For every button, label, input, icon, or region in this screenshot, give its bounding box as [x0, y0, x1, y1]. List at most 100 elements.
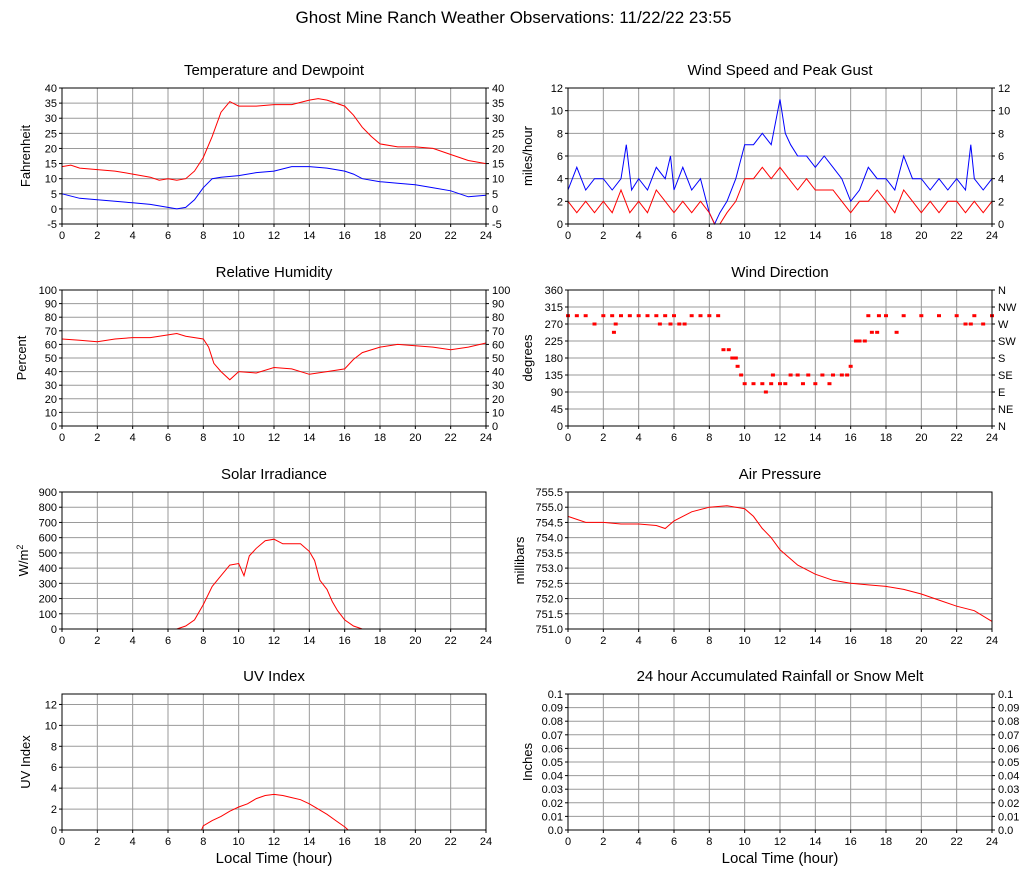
data-point: [726, 348, 731, 352]
y-tick-label: 0.04: [542, 771, 563, 783]
data-point: [739, 373, 744, 377]
data-point: [735, 364, 740, 368]
y-tick-label: 0: [51, 421, 57, 433]
x-tick-label: 18: [880, 836, 892, 848]
data-point: [876, 314, 881, 318]
y-tick-label-right: 0.0: [998, 825, 1013, 837]
y-tick-label: 10: [551, 106, 563, 118]
y-axis-label: millibars: [512, 536, 527, 584]
x-tick-label: 12: [268, 836, 280, 848]
data-point: [769, 382, 774, 386]
data-point: [733, 356, 738, 360]
data-point: [783, 382, 788, 386]
x-tick-label: 6: [165, 432, 171, 444]
chart-title: Wind Speed and Peak Gust: [687, 62, 873, 79]
series-line-2: [567, 166, 993, 225]
y-tick-label: 40: [45, 367, 57, 379]
x-tick-label: 12: [774, 836, 786, 848]
data-point: [806, 373, 811, 377]
y-tick-label-right: 10: [492, 174, 504, 186]
data-point: [677, 322, 682, 326]
data-point: [730, 356, 735, 360]
data-point: [813, 382, 818, 386]
y-tick-label: 751.5: [535, 609, 563, 621]
data-point: [968, 322, 973, 326]
data-point: [831, 373, 835, 377]
data-point: [972, 314, 977, 318]
y-tick-label: 6: [51, 762, 57, 774]
x-tick-label: 20: [409, 432, 421, 444]
y-tick-label-right: 90: [492, 299, 504, 311]
y-tick-label: 12: [551, 83, 563, 95]
y-tick-label: 70: [45, 326, 57, 338]
y-tick-label: 20: [45, 143, 57, 155]
y-tick-label-right: 0.1: [998, 689, 1013, 701]
y-tick-label: 5: [51, 189, 57, 201]
data-point: [778, 382, 782, 386]
data-point: [937, 314, 941, 318]
y-tick-label-right: 0.02: [998, 798, 1019, 810]
x-tick-label: 18: [880, 432, 892, 444]
y-tick-label: 135: [545, 370, 563, 382]
y-tick-label-right: 0.06: [998, 743, 1019, 755]
y-axis-label: degrees: [520, 334, 535, 381]
x-tick-label: 24: [480, 836, 492, 848]
y-tick-label-right: 0: [492, 204, 498, 216]
x-tick-label: 16: [339, 230, 351, 242]
data-point: [613, 322, 618, 326]
data-point: [760, 382, 765, 386]
y-tick-label: 200: [39, 594, 57, 606]
y-tick-label: 12: [45, 699, 57, 711]
series-line-1: [61, 98, 487, 181]
data-point: [672, 314, 676, 318]
x-tick-label: 22: [951, 230, 963, 242]
y-tick-label-right: 0.04: [998, 771, 1019, 783]
x-tick-label: 10: [739, 836, 751, 848]
x-tick-label: 22: [445, 432, 457, 444]
x-tick-label: 10: [233, 836, 245, 848]
x-tick-label: 6: [671, 432, 677, 444]
chart-title: 24 hour Accumulated Rainfall or Snow Mel…: [637, 668, 925, 685]
y-axis-label: miles/hour: [520, 125, 535, 186]
y-tick-label: 754.5: [535, 517, 563, 529]
series-line-1: [567, 99, 993, 226]
x-tick-label: 20: [409, 635, 421, 647]
data-point: [698, 314, 703, 318]
y-tick-label-right: N: [998, 421, 1006, 433]
y-tick-label: 754.0: [535, 533, 563, 545]
x-tick-label: 0: [565, 635, 571, 647]
y-tick-label: 90: [551, 387, 563, 399]
data-point: [763, 390, 768, 394]
data-point: [875, 330, 880, 334]
y-tick-label: 0.05: [542, 757, 563, 769]
data-point: [963, 322, 968, 326]
y-tick-label-right: 8: [998, 128, 1004, 140]
y-tick-label: 90: [45, 299, 57, 311]
x-tick-label: 2: [94, 230, 100, 242]
x-tick-label: 18: [374, 635, 386, 647]
y-tick-label: 60: [45, 339, 57, 351]
y-tick-label: 10: [45, 407, 57, 419]
y-tick-label: 360: [545, 285, 563, 297]
x-tick-label: 8: [706, 230, 712, 242]
y-tick-label: 20: [45, 394, 57, 406]
y-axis-label: W/m2: [15, 545, 31, 577]
x-tick-label: 24: [986, 635, 998, 647]
x-tick-label: 2: [94, 432, 100, 444]
x-tick-label: 0: [565, 432, 571, 444]
data-point: [981, 322, 986, 326]
x-tick-label: 16: [845, 635, 857, 647]
x-tick-label: 12: [774, 230, 786, 242]
x-tick-label: 24: [986, 432, 998, 444]
x-tick-label: 18: [880, 230, 892, 242]
y-tick-label: 753.0: [535, 563, 563, 575]
y-tick-label: 10: [45, 720, 57, 732]
data-point: [742, 382, 747, 386]
x-tick-label: 8: [200, 836, 206, 848]
x-tick-label: 16: [845, 432, 857, 444]
y-axis-label: Fahrenheit: [18, 125, 33, 188]
data-point: [820, 373, 825, 377]
x-tick-label: 4: [636, 836, 642, 848]
